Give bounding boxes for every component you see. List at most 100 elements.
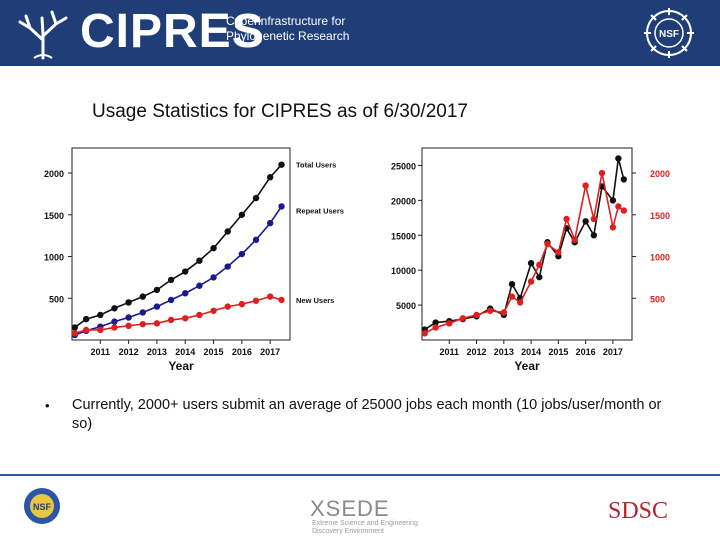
x-tick-label: 2015 (548, 347, 568, 357)
data-point (210, 244, 217, 252)
series-line-0 (424, 158, 625, 331)
data-point (615, 203, 622, 210)
xsede-subtitle: Extreme Science and Engineering Discover… (312, 520, 418, 535)
data-point (139, 309, 146, 316)
data-point (459, 315, 467, 322)
tagline-line-1: Cyberinfrastructure for (226, 14, 346, 28)
data-point (210, 274, 217, 281)
bullet-text: Currently, 2000+ users submit an average… (72, 397, 662, 432)
data-point (555, 249, 562, 256)
y-tick-label-right: 500 (650, 294, 665, 304)
data-point (582, 218, 589, 225)
x-tick-label: 2013 (494, 347, 514, 357)
jobs-chart: 5000 10000 15000 20000 25000 500 1000 1500 2000 2… (391, 147, 670, 373)
series-line-2 (74, 295, 282, 335)
series-annotation: Repeat Users (296, 207, 344, 216)
data-point (278, 161, 285, 168)
data-point (615, 155, 622, 162)
data-point (182, 290, 189, 297)
y-tick-label-right: 1500 (650, 211, 670, 221)
nsf-logo-icon: NSF (24, 488, 60, 524)
data-point (167, 276, 175, 284)
data-point (196, 311, 203, 319)
data-point (278, 296, 285, 304)
data-point (153, 286, 161, 294)
data-point (432, 324, 439, 331)
data-point (111, 318, 118, 325)
data-point (182, 268, 189, 275)
data-point (516, 299, 524, 306)
x-tick-label: 2015 (204, 347, 224, 357)
header-banner: CIPRES Cyberinfrastructure for Phylogene… (0, 0, 720, 66)
series-line-0 (74, 164, 283, 329)
data-point (266, 293, 274, 300)
slide-title: Usage Statistics for CIPRES as of 6/30/2… (92, 101, 468, 122)
plot-frame (421, 147, 633, 341)
data-point (446, 320, 453, 327)
data-point (139, 320, 146, 328)
y-tick-label-left: 15000 (391, 231, 416, 241)
series-line-1 (424, 172, 625, 335)
nsf-logo-icon: NSF (644, 8, 694, 58)
svg-text:NSF: NSF (659, 29, 679, 40)
data-point (238, 250, 246, 258)
data-point (252, 297, 260, 304)
footer: NSF XSEDE Extreme Science and Engineerin… (0, 474, 720, 542)
data-point (432, 319, 439, 326)
y-tick-label-left: 10000 (391, 266, 416, 276)
bullet-marker: • (45, 398, 50, 413)
data-point (153, 303, 161, 310)
x-tick-label: 2012 (467, 347, 487, 357)
data-point (278, 203, 285, 210)
data-point (508, 280, 516, 288)
x-axis-label: Year (168, 359, 194, 373)
data-point (527, 260, 535, 267)
data-point (111, 324, 118, 331)
tagline: Cyberinfrastructure for Phylogenetic Res… (226, 14, 349, 44)
data-point (196, 282, 203, 289)
y-tick-label-left: 5000 (396, 301, 416, 311)
y-tick-label-right: 2000 (650, 169, 670, 179)
y-tick-label: 500 (49, 294, 64, 304)
y-tick-label: 1500 (44, 211, 64, 221)
data-point (125, 299, 132, 306)
data-point (238, 300, 246, 308)
series-annotation: Total Users (296, 161, 336, 170)
data-point (82, 326, 90, 334)
data-point (111, 305, 118, 312)
data-point (266, 174, 274, 181)
data-point (139, 293, 146, 300)
data-point (238, 211, 246, 218)
data-point (571, 236, 578, 244)
x-tick-label: 2012 (119, 347, 139, 357)
data-point (82, 315, 90, 323)
data-point (196, 257, 203, 264)
data-point (582, 182, 589, 189)
data-point (182, 315, 189, 322)
data-point (536, 273, 543, 281)
x-tick-label: 2014 (175, 347, 195, 357)
data-point (486, 307, 494, 314)
y-tick-label-left: 25000 (391, 161, 416, 171)
data-point (125, 314, 132, 321)
y-tick-label: 2000 (44, 169, 64, 179)
y-tick-label-right: 1000 (650, 253, 670, 263)
y-tick-label-left: 20000 (391, 196, 416, 206)
data-point (598, 169, 606, 177)
data-point (536, 261, 543, 269)
data-point (544, 240, 551, 248)
svg-text:NSF: NSF (33, 502, 52, 512)
data-point (563, 215, 570, 223)
data-point (266, 219, 274, 227)
data-point (210, 307, 217, 314)
data-point (609, 224, 617, 231)
data-point (500, 309, 508, 316)
data-point (620, 207, 628, 214)
data-point (97, 326, 104, 334)
x-tick-label: 2014 (521, 347, 541, 357)
x-tick-label: 2016 (232, 347, 252, 357)
data-point (473, 311, 480, 319)
data-point (125, 322, 132, 330)
x-tick-label: 2011 (91, 347, 111, 357)
data-point (620, 176, 628, 183)
